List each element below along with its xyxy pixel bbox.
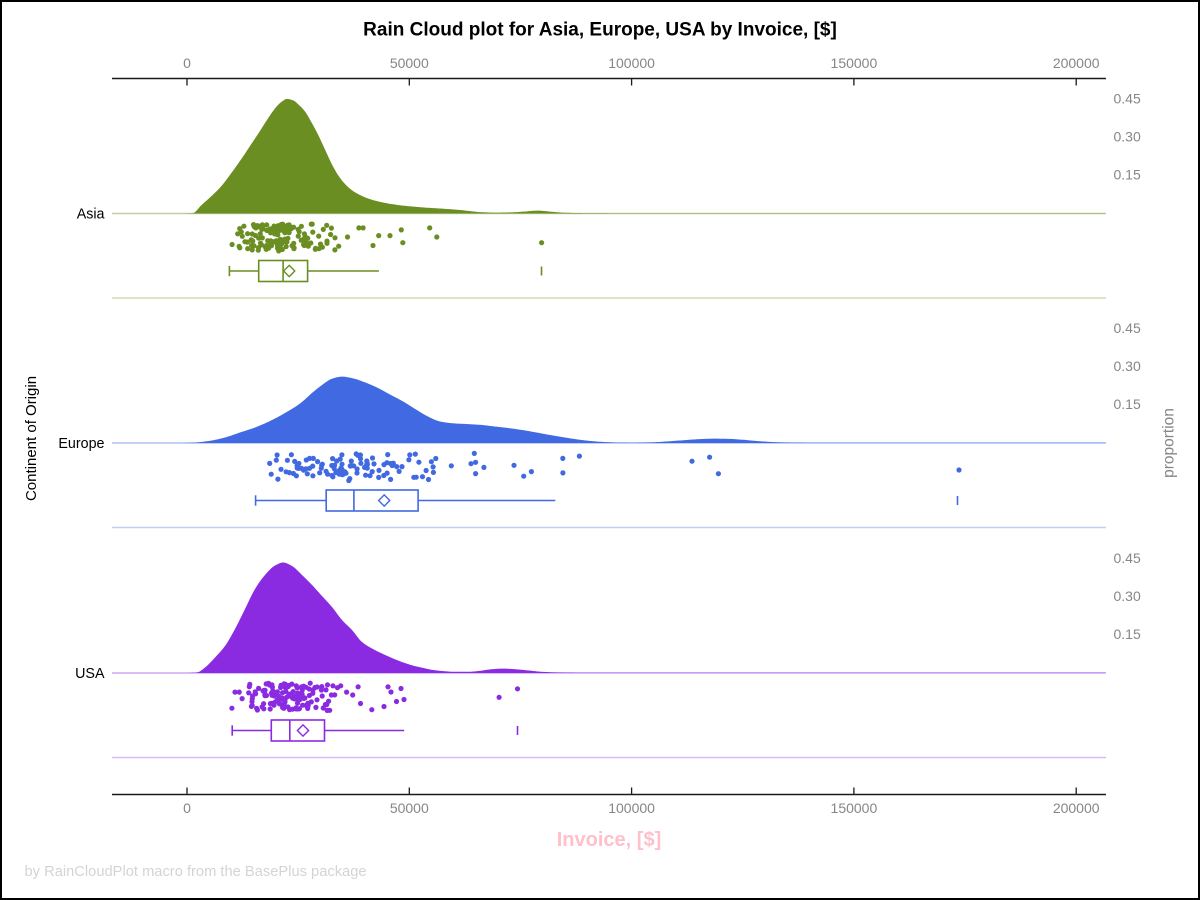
svg-text:by RainCloudPlot macro from th: by RainCloudPlot macro from the BasePlus… — [25, 864, 367, 880]
svg-text:0.45: 0.45 — [1114, 550, 1141, 566]
svg-text:0.15: 0.15 — [1114, 166, 1141, 182]
svg-text:200000: 200000 — [1053, 800, 1100, 816]
svg-text:Rain Cloud plot for Asia, Euro: Rain Cloud plot for Asia, Europe, USA by… — [363, 20, 837, 41]
svg-text:0.45: 0.45 — [1114, 320, 1141, 336]
svg-text:50000: 50000 — [390, 800, 429, 816]
svg-text:USA: USA — [75, 666, 105, 682]
svg-text:0.15: 0.15 — [1114, 626, 1141, 642]
svg-text:0.45: 0.45 — [1114, 90, 1141, 106]
svg-text:0: 0 — [183, 800, 191, 816]
svg-text:150000: 150000 — [831, 55, 878, 71]
svg-text:Asia: Asia — [77, 207, 105, 223]
svg-text:Invoice, [$]: Invoice, [$] — [557, 829, 661, 851]
svg-text:100000: 100000 — [608, 55, 655, 71]
svg-text:Continent of Origin: Continent of Origin — [23, 376, 40, 501]
svg-text:150000: 150000 — [831, 800, 878, 816]
svg-text:200000: 200000 — [1053, 55, 1100, 71]
svg-text:100000: 100000 — [608, 800, 655, 816]
svg-text:0.30: 0.30 — [1114, 588, 1141, 604]
svg-text:0: 0 — [183, 55, 191, 71]
svg-text:0.30: 0.30 — [1114, 358, 1141, 374]
svg-text:0.15: 0.15 — [1114, 396, 1141, 412]
svg-text:proportion: proportion — [1161, 408, 1178, 478]
svg-text:Europe: Europe — [58, 436, 104, 452]
svg-text:0.30: 0.30 — [1114, 128, 1141, 144]
svg-text:50000: 50000 — [390, 55, 429, 71]
